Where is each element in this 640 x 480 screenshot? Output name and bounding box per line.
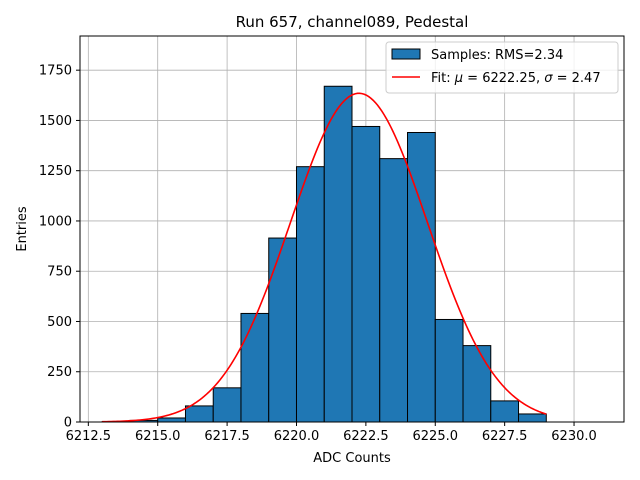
legend-fit-mu-value: = 6222.25,: [463, 71, 544, 86]
legend: Samples: RMS=2.34 Fit: μ = 6222.25, σ = …: [385, 41, 619, 94]
legend-fit-prefix: Fit:: [431, 71, 455, 86]
legend-label-fit: Fit: μ = 6222.25, σ = 2.47: [431, 71, 601, 86]
y-tick-label: 0: [64, 416, 72, 431]
histogram-bar: [184, 405, 214, 423]
y-tick-label: 1750: [39, 64, 72, 79]
x-axis-ticks: 6212.5 6215.0 6217.5 6220.0 6222.5 6225.0 6227…: [66, 422, 597, 444]
histogram-bar: [351, 125, 381, 423]
histogram-bar: [490, 400, 520, 423]
histogram-bar: [323, 85, 353, 423]
y-tick-label: 1500: [39, 114, 72, 129]
y-tick-label: 750: [47, 265, 72, 280]
plot-frame: [79, 35, 625, 423]
histogram-bar: [212, 387, 242, 423]
y-tick-label: 1250: [39, 164, 72, 179]
legend-label-samples: Samples: RMS=2.34: [431, 48, 563, 63]
x-tick-label: 6230.0: [551, 429, 597, 444]
chart-title: Run 657, channel089, Pedestal: [236, 13, 469, 31]
histogram-bar: [295, 166, 325, 423]
legend-swatch-samples: [391, 48, 421, 60]
x-tick-label: 6225.0: [413, 429, 459, 444]
x-axis-label: ADC Counts: [313, 451, 391, 466]
y-tick-label: 1000: [39, 214, 72, 229]
x-tick-label: 6217.5: [204, 429, 250, 444]
histogram-bar: [434, 318, 464, 423]
y-tick-label: 500: [47, 315, 72, 330]
y-axis-ticks: 0 250 500 750 1000 1250 1500 1750: [39, 64, 80, 431]
x-tick-label: 6215.0: [135, 429, 181, 444]
histogram-bar: [518, 413, 547, 423]
histogram-bar: [462, 345, 492, 423]
y-tick-label: 250: [47, 365, 72, 380]
y-axis-label: Entries: [15, 206, 30, 252]
legend-box: [385, 41, 619, 94]
x-tick-label: 6212.5: [66, 429, 112, 444]
x-tick-label: 6222.5: [343, 429, 389, 444]
x-tick-label: 6227.5: [482, 429, 528, 444]
legend-fit-sigma-symbol: σ: [544, 71, 553, 86]
legend-fit-mu-symbol: μ: [454, 71, 463, 86]
legend-fit-sigma-value: = 2.47: [552, 71, 600, 86]
histogram-bar: [268, 237, 297, 423]
histogram-bar: [240, 312, 270, 423]
fit-curve-layer: [102, 92, 547, 423]
histogram-bars: [101, 85, 547, 423]
histogram-bar: [379, 158, 409, 423]
x-tick-label: 6220.0: [274, 429, 320, 444]
histogram-bar: [157, 417, 186, 423]
fit-curve: [102, 92, 547, 423]
